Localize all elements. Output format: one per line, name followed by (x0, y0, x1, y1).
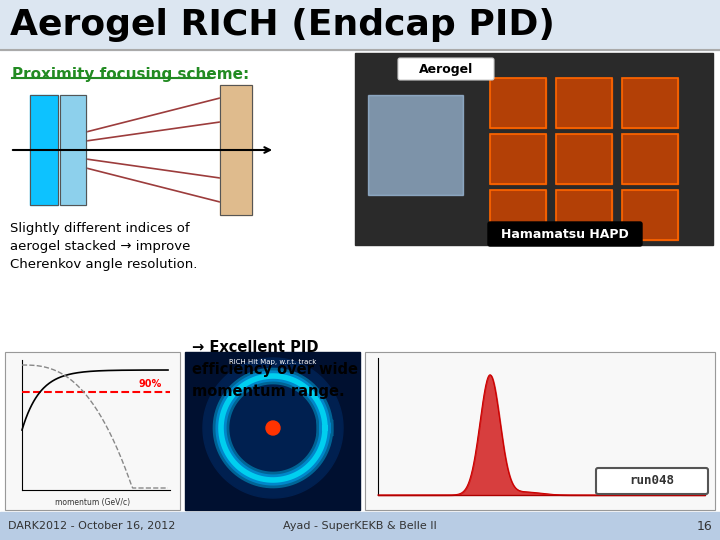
Bar (556, 78, 612, 128)
Text: Slightly different indices of
aerogel stacked → improve
Cherenkov angle resoluti: Slightly different indices of aerogel st… (10, 222, 197, 271)
Text: Aerogel: Aerogel (419, 63, 473, 76)
Bar (622, 78, 678, 128)
Bar (622, 190, 678, 240)
Bar (5, 352, 180, 510)
Bar (556, 134, 612, 184)
Bar (355, 53, 713, 245)
FancyBboxPatch shape (596, 468, 708, 494)
Bar (622, 190, 678, 240)
Bar (0, 0, 720, 50)
Text: run048: run048 (629, 475, 675, 488)
Bar (556, 190, 612, 240)
Bar (490, 190, 546, 240)
Text: Proximity focusing scheme:: Proximity focusing scheme: (12, 67, 249, 82)
Bar (30, 95, 58, 205)
Polygon shape (203, 358, 343, 498)
Bar (365, 352, 715, 510)
Bar (490, 134, 546, 184)
Bar (556, 134, 612, 184)
Bar (622, 134, 678, 184)
Bar (60, 95, 86, 205)
Text: DARK2012 - October 16, 2012: DARK2012 - October 16, 2012 (8, 521, 176, 531)
FancyBboxPatch shape (398, 58, 494, 80)
Bar (622, 78, 678, 128)
Bar (556, 78, 612, 128)
Text: Aerogel RICH (Endcap PID): Aerogel RICH (Endcap PID) (10, 8, 555, 42)
Bar (5, 352, 180, 510)
Bar (622, 134, 678, 184)
Bar (365, 352, 715, 510)
Bar (0, 512, 720, 540)
Bar (490, 78, 546, 128)
Text: RICH Hit Map, w.r.t. track: RICH Hit Map, w.r.t. track (229, 359, 317, 365)
Bar (220, 85, 252, 215)
Bar (368, 95, 463, 195)
Bar (556, 190, 612, 240)
Text: Ayad - SuperKEKB & Belle II: Ayad - SuperKEKB & Belle II (283, 521, 437, 531)
Bar (490, 134, 546, 184)
FancyBboxPatch shape (488, 222, 642, 246)
Text: Hamamatsu HAPD: Hamamatsu HAPD (501, 227, 629, 240)
Bar (490, 78, 546, 128)
Bar (185, 352, 360, 510)
Bar (30, 95, 58, 205)
Bar (220, 85, 252, 215)
Text: 90%: 90% (139, 379, 162, 389)
Bar (60, 95, 86, 205)
Text: → Excellent PID
efficiency over wide
momentum range.: → Excellent PID efficiency over wide mom… (192, 340, 358, 400)
Bar (490, 190, 546, 240)
Text: momentum (GeV/c): momentum (GeV/c) (55, 498, 130, 507)
Circle shape (266, 421, 280, 435)
Text: 16: 16 (696, 519, 712, 532)
